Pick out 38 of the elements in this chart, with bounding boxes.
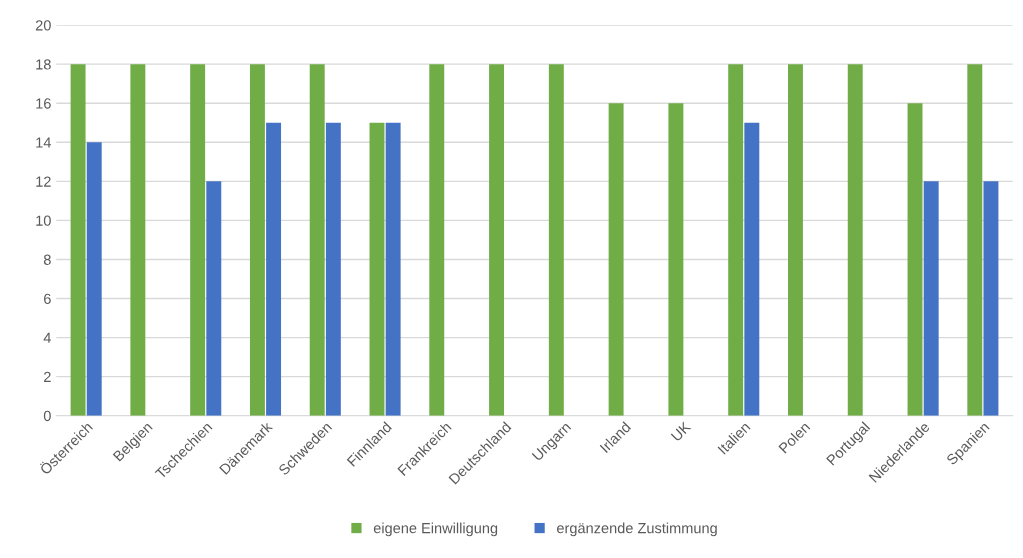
bar xyxy=(266,122,282,416)
bar xyxy=(847,64,863,416)
bar xyxy=(70,64,86,416)
bar xyxy=(190,64,206,416)
y-tick-label: 8 xyxy=(43,254,51,265)
legend-label: ergänzende Zustimmung xyxy=(557,522,717,537)
y-tick-label: 18 xyxy=(36,59,51,70)
bar xyxy=(983,181,999,416)
y-tick-label: 4 xyxy=(43,332,51,343)
bar xyxy=(429,64,445,416)
bar xyxy=(923,181,939,416)
y-tick-label: 14 xyxy=(36,137,51,148)
bar xyxy=(489,64,505,416)
bar xyxy=(206,181,222,416)
bar xyxy=(787,64,803,416)
bar xyxy=(309,64,325,416)
bar xyxy=(369,122,385,416)
bar xyxy=(744,122,760,416)
y-tick-label: 12 xyxy=(36,176,51,187)
y-tick-label: 10 xyxy=(36,215,51,226)
bar xyxy=(967,64,983,416)
y-tick-label: 16 xyxy=(36,98,51,109)
y-tick-label: 20 xyxy=(35,20,51,31)
y-tick-label: 2 xyxy=(44,371,51,382)
bar xyxy=(548,64,564,416)
bar xyxy=(608,103,624,416)
y-tick-label: 0 xyxy=(43,410,51,422)
legend-label: eigene Einwilligung xyxy=(373,522,498,537)
bar xyxy=(325,122,341,416)
bar xyxy=(668,103,684,416)
bar xyxy=(907,103,923,416)
bar xyxy=(385,122,401,416)
bar xyxy=(130,64,146,416)
bar xyxy=(249,64,265,416)
x-tick-label: UK xyxy=(670,421,692,442)
y-tick-label: 6 xyxy=(44,293,51,304)
bar xyxy=(86,142,102,416)
bar xyxy=(728,64,744,416)
